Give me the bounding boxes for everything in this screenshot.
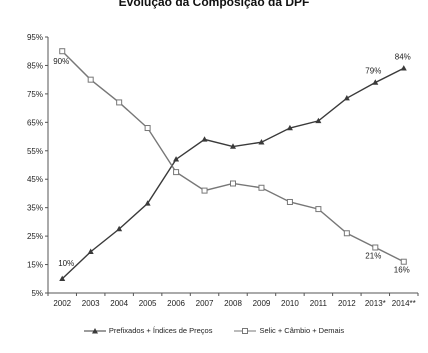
data-label: 10%: [58, 259, 74, 268]
x-tick-label: 2004: [110, 299, 128, 308]
data-label: 21%: [365, 251, 381, 260]
data-label: 79%: [365, 67, 381, 76]
legend-triangle-line-icon: [83, 327, 106, 333]
x-tick-label: 2013*: [365, 299, 386, 308]
data-point-square: [173, 169, 180, 176]
y-tick-label: 45%: [27, 175, 43, 184]
data-point-square: [87, 76, 94, 83]
data-point-triangle: [400, 65, 407, 71]
x-tick-label: 2011: [310, 299, 328, 308]
data-point-triangle: [173, 156, 180, 162]
data-point-triangle: [315, 117, 322, 124]
y-tick-label: 15%: [27, 261, 43, 270]
x-tick-label: 2009: [253, 299, 271, 308]
data-point-triangle: [59, 275, 66, 281]
x-tick-label: 2006: [167, 299, 185, 308]
x-tick-label: 2008: [224, 299, 242, 308]
x-tick-label: 2010: [281, 299, 299, 308]
data-point-square: [201, 187, 208, 194]
data-point-triangle: [87, 248, 94, 254]
data-point-square: [343, 230, 350, 237]
x-tick-label: 2007: [196, 299, 214, 308]
y-tick-label: 75%: [27, 90, 43, 99]
data-point-square: [258, 184, 265, 191]
data-point-square: [400, 258, 407, 265]
data-point-square: [144, 125, 151, 132]
legend-label: Selic + Câmbio + Demais: [259, 326, 345, 335]
x-tick-label: 2002: [53, 299, 71, 308]
data-label: 84%: [395, 52, 411, 61]
data-point-triangle: [286, 124, 293, 131]
y-tick-label: 85%: [27, 61, 43, 70]
legend-item-selic: Selic + Câmbio + Demais: [234, 326, 344, 335]
y-tick-label: 25%: [27, 232, 43, 241]
x-tick-label: 2003: [82, 299, 100, 308]
data-point-square: [230, 180, 236, 187]
chart-title: Evolução da Composição da DPF: [118, 0, 310, 9]
data-point-triangle: [372, 79, 379, 85]
data-point-square: [116, 99, 123, 106]
data-point-triangle: [343, 94, 350, 101]
data-label: 16%: [394, 266, 410, 275]
legend-label: Prefixados + Índices de Preços: [108, 326, 213, 335]
data-point-square: [315, 206, 322, 213]
series-line: [61, 67, 405, 280]
y-tick-label: 65%: [27, 118, 43, 127]
x-tick-label: 2012: [338, 299, 356, 308]
y-tick-label: 95%: [27, 33, 43, 42]
data-point-triangle: [230, 143, 236, 149]
y-tick-label: 5%: [31, 289, 43, 298]
data-point-square: [59, 48, 66, 55]
chart-legend: Prefixados + Índices de Preços Selic + C…: [0, 326, 428, 335]
legend-item-prefixados: Prefixados + Índices de Preços: [83, 326, 213, 335]
y-tick-label: 55%: [27, 147, 43, 156]
y-tick-label: 35%: [27, 204, 43, 213]
data-point-triangle: [201, 136, 208, 142]
x-tick-label: 2005: [139, 299, 157, 308]
series-line: [61, 50, 405, 263]
data-point-square: [372, 244, 379, 251]
x-tick-label: 2014**: [392, 299, 416, 308]
data-point-triangle: [144, 200, 151, 206]
legend-square-line-icon: [234, 327, 257, 334]
data-point-triangle: [258, 139, 265, 145]
data-point-triangle: [116, 225, 123, 232]
data-label: 90%: [53, 57, 69, 66]
data-point-square: [286, 198, 293, 205]
